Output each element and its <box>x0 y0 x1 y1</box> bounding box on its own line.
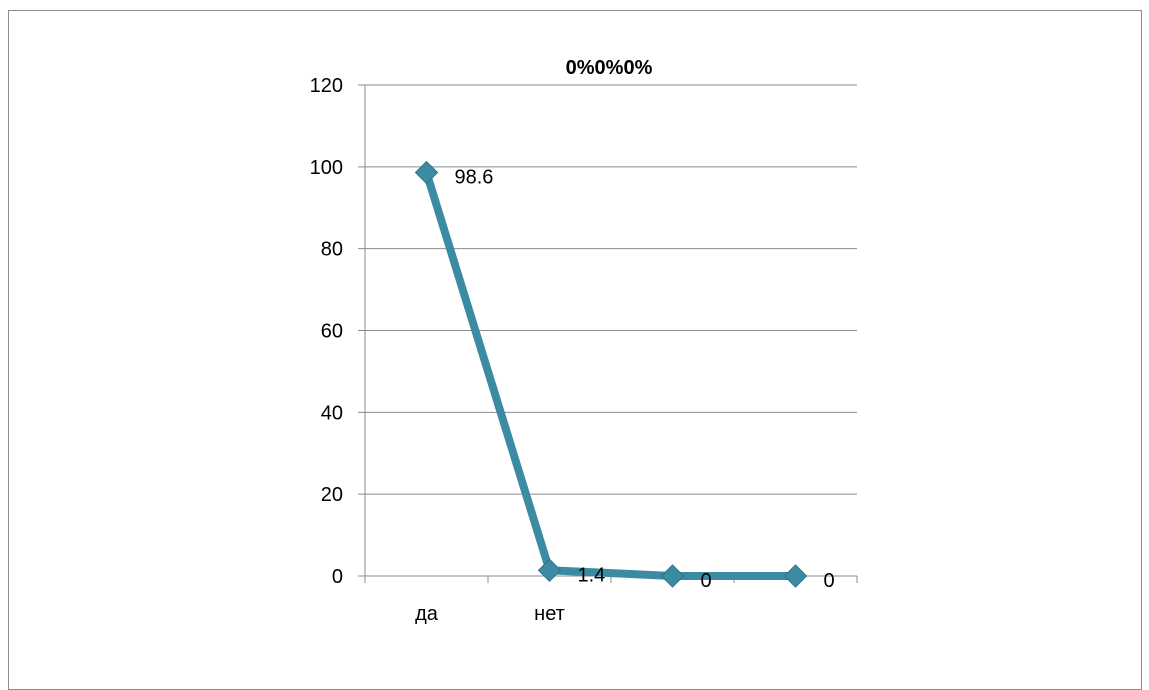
y-tick-label: 20 <box>321 484 343 506</box>
y-tick-label: 120 <box>310 75 343 97</box>
y-tick-label: 60 <box>321 321 343 343</box>
y-tick-label: 0 <box>332 566 343 588</box>
y-tick-label: 80 <box>321 239 343 261</box>
y-tick-label: 40 <box>321 402 343 424</box>
y-tick-label: 100 <box>310 157 343 179</box>
chart-title: 0%0%0% <box>566 57 653 79</box>
chart-frame <box>8 10 1142 690</box>
data-label: 0 <box>701 570 712 592</box>
data-point-marker <box>537 558 562 582</box>
data-point-marker <box>414 160 439 185</box>
y-axis-ticks: 0 20 40 60 80 100 120 <box>310 75 343 588</box>
data-point-marker <box>783 564 808 588</box>
x-axis-ticks: да нет <box>415 603 565 625</box>
data-label: 0 <box>824 570 835 592</box>
data-labels: 98.6 1.4 0 0 <box>455 167 835 592</box>
x-tick-label: да <box>415 603 439 625</box>
data-label: 98.6 <box>455 167 494 189</box>
x-tick-label: нет <box>534 603 565 625</box>
series-layer <box>414 160 808 588</box>
data-point-marker <box>660 564 685 588</box>
data-label: 1.4 <box>578 564 606 586</box>
series-line <box>422 168 800 580</box>
grid-layer <box>358 84 858 583</box>
